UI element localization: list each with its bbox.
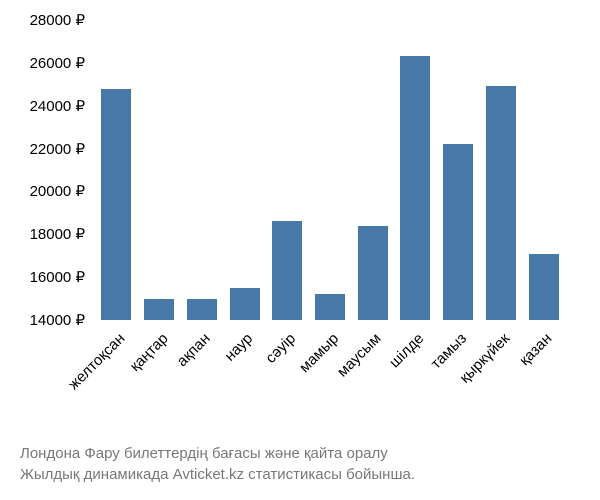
y-tick-label: 22000 ₽	[30, 140, 85, 158]
x-tick-label: маусым	[334, 330, 385, 381]
bar	[101, 89, 131, 320]
plot-area	[95, 20, 565, 320]
y-axis: 14000 ₽16000 ₽18000 ₽20000 ₽22000 ₽24000…	[0, 20, 90, 320]
bar	[400, 56, 430, 320]
caption: Лондона Фару билеттердің бағасы және қай…	[20, 443, 415, 485]
bar	[230, 288, 260, 320]
bars-group	[95, 20, 565, 320]
x-axis: желтоқсанқаңтарақпаннаурсәуірмамырмаусым…	[95, 325, 565, 445]
bar	[486, 86, 516, 320]
y-tick-label: 26000 ₽	[30, 54, 85, 72]
x-tick-label: желтоқсан	[65, 330, 128, 393]
bar	[144, 299, 174, 320]
y-tick-label: 16000 ₽	[30, 268, 85, 286]
x-tick-label: наур	[222, 330, 257, 365]
y-tick-label: 20000 ₽	[30, 182, 85, 200]
bar	[187, 299, 217, 320]
x-tick-label: ақпан	[174, 330, 214, 370]
x-tick-label: қаңтар	[126, 330, 171, 375]
y-tick-label: 14000 ₽	[30, 311, 85, 329]
x-tick-label: шілде	[386, 330, 427, 371]
bar	[315, 294, 345, 320]
x-tick-label: сәуір	[262, 330, 299, 367]
bar	[272, 221, 302, 320]
y-tick-label: 28000 ₽	[30, 11, 85, 29]
bar	[529, 254, 559, 320]
chart-container: 14000 ₽ 16000 ₽ 18000 ₽ 20000 ₽ 22000 ₽ 24000…	[0, 0, 600, 500]
bar	[358, 226, 388, 320]
caption-line-2: Жылдық динамикада Avticket.kz статистика…	[20, 464, 415, 485]
y-tick-label: 24000 ₽	[30, 97, 85, 115]
x-tick-label: қазан	[517, 330, 556, 369]
caption-line-1: Лондона Фару билеттердің бағасы және қай…	[20, 443, 415, 464]
y-tick-label: 18000 ₽	[30, 225, 85, 243]
bar	[443, 144, 473, 320]
